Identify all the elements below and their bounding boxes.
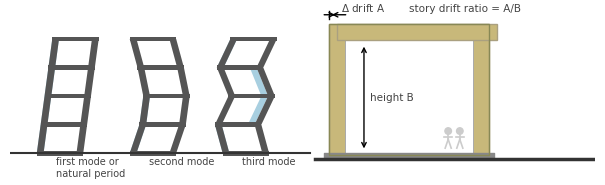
Bar [329,24,489,155]
Bar [329,24,489,155]
Polygon shape [217,68,235,96]
Text: third mode: third mode [242,157,295,167]
Polygon shape [179,96,190,125]
Circle shape [445,128,451,134]
Polygon shape [41,122,87,127]
Polygon shape [217,39,237,68]
Polygon shape [37,151,83,156]
Polygon shape [41,96,51,125]
Polygon shape [76,125,87,153]
Polygon shape [45,94,91,98]
Polygon shape [169,39,184,68]
Polygon shape [255,96,275,125]
Text: $\Delta$ drift A: $\Delta$ drift A [341,2,385,14]
Polygon shape [231,36,277,41]
Polygon shape [129,36,176,41]
Polygon shape [37,39,59,153]
Text: height B: height B [370,92,414,102]
Polygon shape [229,94,275,98]
Polygon shape [248,68,268,125]
Polygon shape [217,39,237,68]
Polygon shape [80,96,91,125]
Polygon shape [215,125,229,153]
Bar [337,24,497,40]
Polygon shape [88,39,99,68]
Polygon shape [52,36,99,41]
Bar [345,40,473,155]
Polygon shape [48,39,59,68]
Polygon shape [37,125,47,153]
Text: story drift ratio = A/B: story drift ratio = A/B [410,4,522,14]
Polygon shape [129,125,146,153]
Polygon shape [48,65,95,70]
Polygon shape [169,125,186,153]
Polygon shape [129,151,176,156]
Polygon shape [215,122,261,127]
Polygon shape [215,96,235,125]
Polygon shape [255,125,269,153]
Text: second mode: second mode [149,157,214,167]
Polygon shape [84,68,95,96]
Polygon shape [129,96,150,153]
Polygon shape [137,68,150,96]
Polygon shape [137,65,184,70]
Polygon shape [139,122,186,127]
Circle shape [457,128,463,134]
Polygon shape [217,65,263,70]
Polygon shape [143,94,190,98]
Polygon shape [177,68,190,96]
Polygon shape [139,96,150,125]
Text: first mode or
natural period: first mode or natural period [56,157,125,179]
Polygon shape [45,68,55,96]
Polygon shape [257,39,277,68]
Polygon shape [215,125,229,153]
Polygon shape [129,39,144,68]
Polygon shape [223,151,269,156]
Polygon shape [257,68,275,96]
